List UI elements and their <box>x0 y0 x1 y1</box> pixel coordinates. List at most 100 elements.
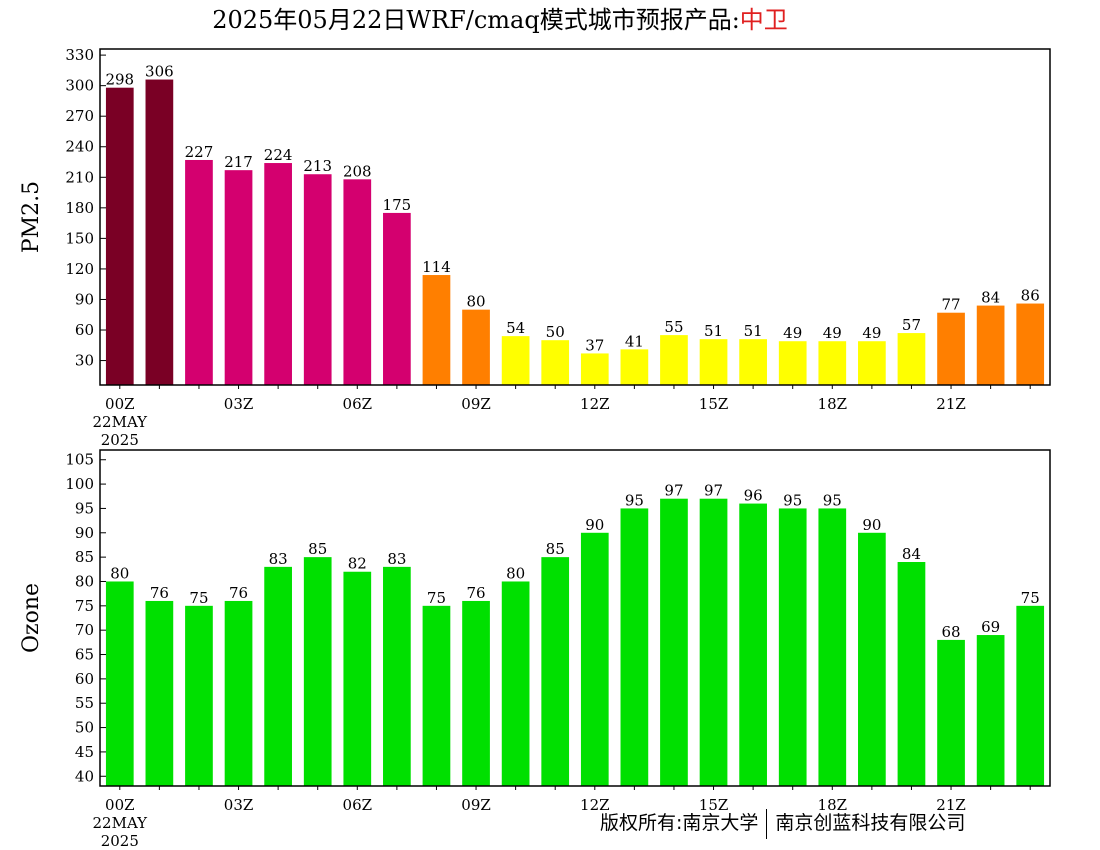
y-tick-label: 90 <box>75 524 94 542</box>
y-tick-label: 90 <box>75 290 94 308</box>
y-tick-label: 210 <box>65 168 94 186</box>
data-label: 76 <box>466 584 485 602</box>
copyright-left: 版权所有:南京大学 <box>600 812 759 834</box>
chart-title-prefix: 2025年05月22日WRF/cmaq模式城市预报产品: <box>212 6 740 34</box>
y-tick-label: 240 <box>65 138 94 156</box>
footer-divider <box>766 808 768 839</box>
data-label: 50 <box>546 323 565 341</box>
data-label: 95 <box>823 491 842 509</box>
x-tick-label: 06Z <box>343 395 373 413</box>
data-label: 95 <box>625 491 644 509</box>
data-label: 76 <box>229 584 248 602</box>
bar-ozone-22 <box>976 635 1005 786</box>
bar-ozone-18 <box>818 508 847 786</box>
bar-pm25-20 <box>897 333 926 385</box>
bar-ozone-17 <box>778 508 807 786</box>
data-label: 75 <box>189 589 208 607</box>
data-label: 83 <box>269 550 288 568</box>
data-label: 84 <box>902 545 921 563</box>
data-label: 90 <box>585 516 604 534</box>
y-tick-label: 30 <box>75 352 94 370</box>
plot-frame <box>99 48 1051 386</box>
x-tick-label: 03Z <box>224 796 254 814</box>
bar-ozone-6 <box>343 571 372 786</box>
data-label: 69 <box>981 618 1000 636</box>
x-tick-sublabel: 2025 <box>101 431 139 449</box>
chart-title-city: 中卫 <box>739 6 788 34</box>
bar-ozone-2 <box>185 605 213 786</box>
data-label: 175 <box>383 196 412 214</box>
bar-pm25-9 <box>462 309 490 385</box>
bar-pm25-11 <box>541 340 570 385</box>
data-label: 224 <box>264 146 293 164</box>
data-label: 95 <box>783 491 802 509</box>
y-tick-label: 60 <box>75 670 94 688</box>
x-tick-label: 09Z <box>461 395 491 413</box>
data-label: 75 <box>1021 589 1040 607</box>
data-label: 55 <box>664 318 683 336</box>
bar-pm25-16 <box>739 339 767 385</box>
bar-pm25-0 <box>105 87 134 385</box>
bar-pm25-5 <box>303 174 332 385</box>
y-tick-label: 330 <box>65 46 94 64</box>
y-tick-label: 120 <box>65 260 94 278</box>
x-tick-label: 03Z <box>224 395 254 413</box>
data-label: 227 <box>185 143 214 161</box>
bar-pm25-1 <box>145 79 174 385</box>
bar-pm25-4 <box>264 163 292 385</box>
data-label: 68 <box>941 623 960 641</box>
x-tick-sublabel: 22MAY <box>93 814 149 832</box>
plot-frame <box>99 449 1051 787</box>
data-label: 86 <box>1021 287 1040 305</box>
data-label: 49 <box>783 324 802 342</box>
data-label: 213 <box>303 157 332 175</box>
data-label: 83 <box>387 550 406 568</box>
y-tick-label: 45 <box>75 743 94 761</box>
data-label: 80 <box>110 564 129 582</box>
data-label: 85 <box>546 540 565 558</box>
y-tick-label: 95 <box>75 499 94 517</box>
bar-pm25-7 <box>383 212 411 385</box>
data-label: 80 <box>506 564 525 582</box>
bar-ozone-13 <box>620 508 649 786</box>
bar-ozone-8 <box>422 605 451 786</box>
bar-ozone-10 <box>501 581 530 786</box>
data-label: 217 <box>224 153 253 171</box>
y-tick-label: 40 <box>75 767 94 785</box>
data-label: 96 <box>744 487 763 505</box>
bar-ozone-16 <box>739 503 767 786</box>
y-tick-label: 180 <box>65 199 94 217</box>
bar-ozone-19 <box>858 532 886 786</box>
bar-pm25-8 <box>422 275 451 385</box>
x-tick-label: 15Z <box>699 796 729 814</box>
y-tick-label: 65 <box>75 646 94 664</box>
data-label: 77 <box>941 296 960 314</box>
bar-ozone-1 <box>145 600 174 786</box>
data-label: 90 <box>862 516 881 534</box>
data-label: 41 <box>625 332 644 350</box>
y-tick-label: 105 <box>65 451 94 469</box>
x-tick-label: 00Z <box>105 395 135 413</box>
y-tick-label: 75 <box>75 597 94 615</box>
data-label: 306 <box>145 63 174 81</box>
y-tick-label: 60 <box>75 321 94 339</box>
data-label: 76 <box>150 584 169 602</box>
data-label: 114 <box>422 258 451 276</box>
bar-pm25-19 <box>858 341 886 385</box>
data-label: 85 <box>308 540 327 558</box>
y-tick-label: 270 <box>65 107 94 125</box>
y-axis-label: Ozone <box>19 583 44 653</box>
data-label: 80 <box>466 293 485 311</box>
copyright-right: 南京创蓝科技有限公司 <box>775 812 966 834</box>
bar-pm25-14 <box>660 335 688 385</box>
x-tick-label: 12Z <box>580 395 610 413</box>
bar-ozone-3 <box>224 600 253 786</box>
x-tick-label: 15Z <box>699 395 729 413</box>
bar-ozone-5 <box>303 557 332 786</box>
data-label: 51 <box>704 322 723 340</box>
bar-pm25-15 <box>699 339 728 385</box>
copyright-footer: 版权所有:南京大学 南京创蓝科技有限公司 <box>600 808 965 839</box>
bar-ozone-15 <box>699 498 728 786</box>
y-tick-label: 70 <box>75 621 94 639</box>
bar-pm25-6 <box>343 179 372 385</box>
